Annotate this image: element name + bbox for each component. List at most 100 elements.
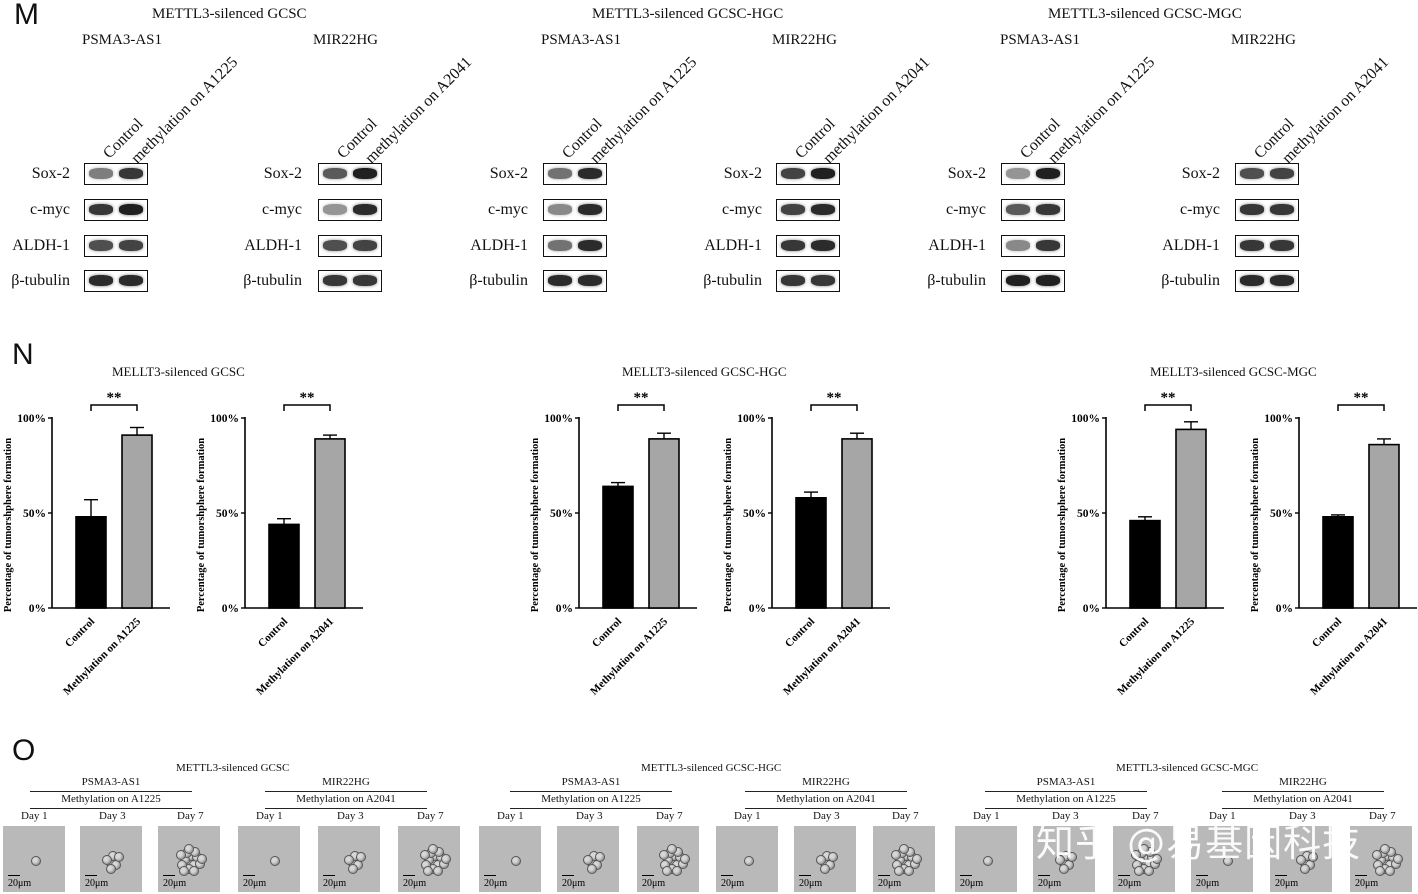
western-blot (318, 235, 382, 257)
bar (314, 438, 346, 609)
blot-band (1006, 240, 1030, 251)
western-blot (1235, 235, 1299, 257)
day-label: Day 7 (417, 810, 444, 822)
gene-label: MIR22HG (1231, 32, 1297, 48)
western-blot (318, 199, 382, 221)
cell-sphere (423, 865, 434, 876)
blot-band (811, 204, 835, 215)
significance-stars: ** (107, 390, 122, 406)
western-blot (318, 163, 382, 185)
scale-bar: 20μm (243, 875, 267, 889)
sphere-image: 20μm (238, 826, 300, 892)
y-tick-label: 50% (550, 508, 573, 520)
significance-stars: ** (1161, 390, 1176, 406)
western-blot (1235, 163, 1299, 185)
cell-sphere (1067, 852, 1078, 863)
cell-sphere (1223, 856, 1233, 866)
bar (648, 438, 680, 609)
blot-row-label: ALDH-1 (1162, 237, 1220, 254)
scale-bar: 20μm (1196, 875, 1220, 889)
cell-sphere (1139, 843, 1150, 854)
blot-band (119, 275, 143, 286)
sphere-mod-label: Methylation on A2041 (1253, 793, 1353, 805)
chart-group-title-2: MELLT3-silenced GCSC-HGC (622, 364, 787, 379)
divider-line (265, 791, 427, 792)
cell-sphere (662, 865, 673, 876)
western-blot (84, 163, 148, 185)
bar-chart: Percentage of tumorshphere formation 0% 50… (530, 390, 697, 698)
sphere-gene-label: MIR22HG (322, 776, 370, 788)
cell-sphere (189, 866, 200, 877)
day-label: Day 1 (497, 810, 524, 822)
bar-chart: Percentage of tumorshphere formation 0% 50… (196, 390, 363, 698)
y-tick-label: 100% (1071, 413, 1100, 425)
sphere-gene-label: PSMA3-AS1 (561, 776, 621, 788)
y-axis-label: Percentage of tumorshphere formation (530, 438, 541, 612)
blot-band (1006, 168, 1030, 179)
x-tick-label: Control (1310, 616, 1344, 650)
divider-line (745, 791, 907, 792)
blot-row-label: c-myc (488, 201, 528, 218)
blot-band (1240, 240, 1264, 251)
blot-band (353, 275, 377, 286)
blot-band (89, 240, 113, 251)
blot-band (323, 240, 347, 251)
divider-line (1222, 791, 1384, 792)
scale-bar: 20μm (799, 875, 823, 889)
gene-label: MIR22HG (772, 32, 838, 48)
x-tick-label: Methylation on A2041 (254, 616, 336, 698)
sphere-image: 20μm (398, 826, 460, 892)
y-tick-label: 50% (23, 508, 46, 520)
day-label: Day 1 (256, 810, 283, 822)
scale-bar: 20μm (85, 875, 109, 889)
blot-band (811, 275, 835, 286)
cell-sphere (891, 850, 902, 861)
cell-sphere (983, 856, 993, 866)
day-label: Day 3 (1052, 810, 1079, 822)
day-label: Day 7 (177, 810, 204, 822)
significance-bracket (1337, 404, 1385, 411)
blot-band (578, 204, 602, 215)
sphere-mod-label: Methylation on A1225 (541, 793, 641, 805)
day-label: Day 1 (734, 810, 761, 822)
blot-band (1270, 168, 1294, 179)
western-blot (543, 163, 607, 185)
x-tick-label: Methylation on A2041 (1308, 616, 1390, 698)
western-blot (1001, 270, 1065, 292)
blot-band (781, 275, 805, 286)
divider-line (985, 791, 1147, 792)
cell-sphere (420, 850, 431, 861)
x-tick-label: Control (1117, 616, 1151, 650)
cell-sphere (894, 865, 905, 876)
western-blot (1235, 270, 1299, 292)
sphere-image: 20μm (158, 826, 220, 892)
y-tick-label: 50% (1270, 508, 1293, 520)
cell-sphere (184, 843, 195, 854)
western-blot (84, 235, 148, 257)
blot-row-label: ALDH-1 (704, 237, 762, 254)
bar (75, 516, 107, 609)
blot-band (353, 240, 377, 251)
cell-sphere (672, 866, 683, 877)
bar-chart: Percentage of tumorshphere formation 0% 50… (3, 390, 170, 698)
day-label: Day 3 (99, 810, 126, 822)
x-tick-label: Methylation on A2041 (781, 616, 863, 698)
sphere-gene-label: MIR22HG (1279, 776, 1327, 788)
blot-band (548, 204, 572, 215)
blot-group-title: METTL3-silenced GCSC (152, 6, 307, 22)
bar (602, 485, 634, 609)
sphere-group-title: METTL3-silenced GCSC (176, 762, 290, 774)
bar-chart: Percentage of tumorshphere formation 0% 50… (1250, 390, 1417, 698)
cell-sphere (511, 856, 521, 866)
blot-band (1006, 275, 1030, 286)
significance-bracket (283, 404, 331, 411)
day-label: Day 1 (973, 810, 1000, 822)
cell-sphere (1299, 863, 1310, 874)
cell-sphere (1308, 852, 1319, 863)
blot-row-label: Sox-2 (1181, 165, 1220, 182)
cell-sphere (1380, 843, 1391, 854)
x-tick-label: Methylation on A1225 (61, 615, 143, 697)
blot-band (548, 168, 572, 179)
y-axis-label: Percentage of tumorshphere formation (723, 438, 734, 612)
scale-bar: 20μm (562, 875, 586, 889)
